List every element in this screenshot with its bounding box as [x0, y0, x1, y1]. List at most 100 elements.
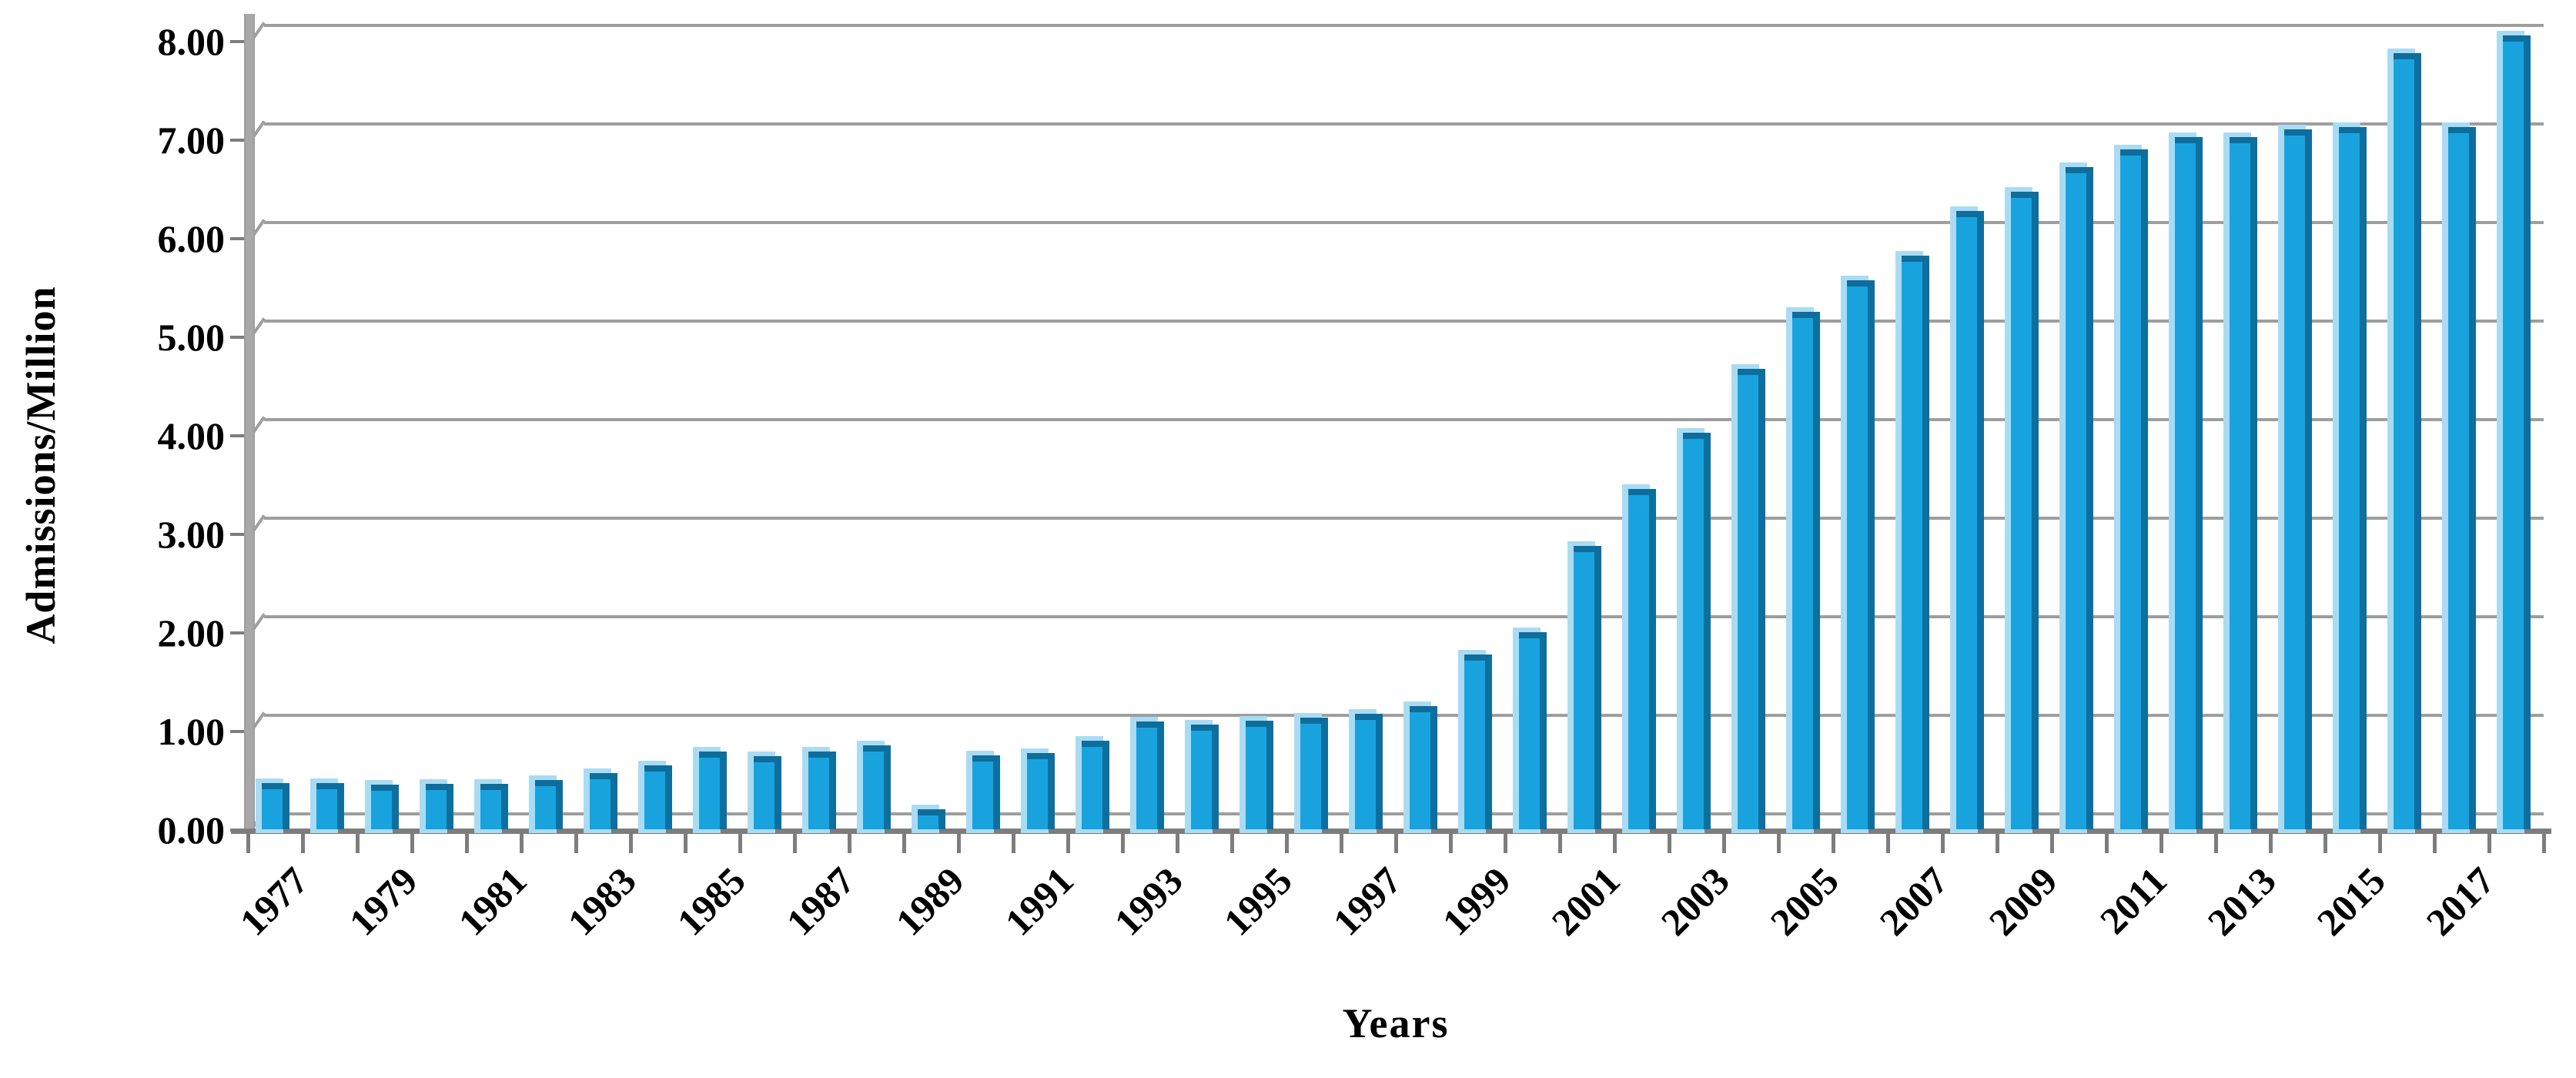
bar-year-2005: [1786, 307, 1820, 833]
x-axis-tick: [1722, 834, 1726, 853]
gridline: [264, 24, 2544, 27]
x-axis-tick: [1832, 834, 1835, 853]
x-axis-tick: [1886, 834, 1890, 853]
bar-face: [699, 752, 727, 829]
x-axis-tick: [465, 834, 469, 853]
bar-face: [2230, 137, 2257, 829]
bar-year-1996: [1294, 713, 1328, 833]
bar-face: [2503, 35, 2531, 829]
x-axis-tick: [1613, 834, 1617, 853]
gridline: [264, 615, 2544, 618]
bar-year-2012: [2169, 132, 2203, 833]
x-axis-tick: [1340, 834, 1343, 853]
bar-year-2002: [1622, 484, 1656, 833]
bar-face: [1300, 718, 1328, 829]
x-tick-label-text: 1981: [450, 859, 535, 944]
x-tick-label-text: 1997: [1324, 859, 1410, 944]
bar-face: [2448, 127, 2476, 829]
x-tick-label-text: 2007: [1871, 859, 1956, 944]
bar-year-1988: [857, 741, 891, 833]
bar-face: [2175, 137, 2203, 829]
bar-face: [1519, 632, 1547, 829]
bar-face: [590, 773, 617, 829]
bar-face: [1027, 753, 1055, 829]
bar-year-1998: [1403, 701, 1437, 833]
x-tick-label-text: 1983: [559, 859, 644, 944]
bar-year-2000: [1513, 628, 1547, 833]
gridline: [264, 320, 2544, 323]
x-tick-label-text: 1995: [1215, 859, 1300, 944]
bar-face: [808, 752, 836, 829]
y-axis-tick: [230, 336, 252, 339]
x-tick-label-text: 1977: [231, 859, 316, 944]
x-axis-tick: [1504, 834, 1507, 853]
bar-year-1999: [1458, 650, 1492, 833]
y-axis-tick: [230, 533, 252, 536]
x-axis-tick: [2378, 834, 2382, 853]
bar-face: [1246, 721, 1273, 829]
bar-face: [972, 755, 1000, 829]
y-axis-tick: [230, 631, 252, 634]
bar-year-2006: [1841, 276, 1875, 833]
x-axis-tick: [1121, 834, 1125, 853]
bar-face: [2120, 149, 2148, 829]
bar-face: [316, 783, 344, 829]
bar-face: [480, 784, 508, 829]
bar-year-1981: [474, 779, 508, 833]
x-axis-tick: [1996, 834, 1999, 853]
y-tick-label: 0.00: [157, 808, 226, 852]
bar-year-1994: [1185, 720, 1219, 833]
x-tick-label-text: 1999: [1434, 859, 1519, 944]
bar-year-1992: [1076, 736, 1109, 833]
bar-year-1983: [584, 768, 617, 833]
x-axis-tick: [574, 834, 578, 853]
x-axis-tick: [2159, 834, 2163, 853]
x-tick-label-text: 2005: [1761, 859, 1847, 944]
x-tick-label-text: 1989: [887, 859, 972, 944]
bar-year-2004: [1731, 364, 1765, 833]
y-tick-label: 2.00: [157, 611, 226, 654]
x-axis-tick: [1394, 834, 1398, 853]
bar-year-1990: [966, 751, 1000, 833]
x-axis-tick: [520, 834, 524, 853]
bar-year-2017: [2442, 122, 2476, 833]
x-axis-tick: [2269, 834, 2273, 853]
bar-face: [2066, 167, 2093, 829]
bar-face: [1738, 369, 1765, 829]
x-axis-tick: [684, 834, 687, 853]
x-axis-tick: [246, 834, 250, 853]
bar-face: [535, 780, 563, 829]
bar-year-1987: [802, 747, 836, 833]
x-tick-label-text: 2013: [2199, 859, 2284, 944]
bar-face: [1136, 721, 1164, 829]
bar-year-2016: [2387, 49, 2421, 833]
bar-face: [262, 783, 289, 829]
bar-face: [2011, 192, 2039, 829]
y-tick-label: 7.00: [157, 119, 226, 162]
bar-year-1982: [529, 775, 563, 833]
y-tick-label: 6.00: [157, 217, 226, 260]
y-tick-label: 4.00: [157, 414, 226, 457]
x-axis-tick: [1558, 834, 1562, 853]
bar-face: [1410, 706, 1437, 829]
x-axis-tick: [2214, 834, 2218, 853]
bar-year-1984: [638, 761, 672, 833]
x-axis-tick: [1066, 834, 1070, 853]
y-tick-label: 1.00: [157, 710, 226, 753]
x-axis-tick: [1941, 834, 1945, 853]
x-axis-tick: [2433, 834, 2437, 853]
y-axis-wall: [244, 14, 255, 831]
x-tick-label-text: 1985: [668, 859, 754, 944]
x-axis-tick: [301, 834, 305, 853]
x-tick-label-text: 1979: [340, 859, 426, 944]
x-axis-tick: [1230, 834, 1234, 853]
y-axis-tick: [230, 237, 252, 240]
x-tick-label-text: 1991: [996, 859, 1082, 944]
bar-face: [2284, 129, 2312, 829]
gridline: [264, 418, 2544, 421]
y-axis-tick: [230, 434, 252, 437]
y-axis-tick: [230, 730, 252, 733]
bar-year-1977: [256, 778, 289, 833]
x-tick-label-text: 1993: [1106, 859, 1191, 944]
